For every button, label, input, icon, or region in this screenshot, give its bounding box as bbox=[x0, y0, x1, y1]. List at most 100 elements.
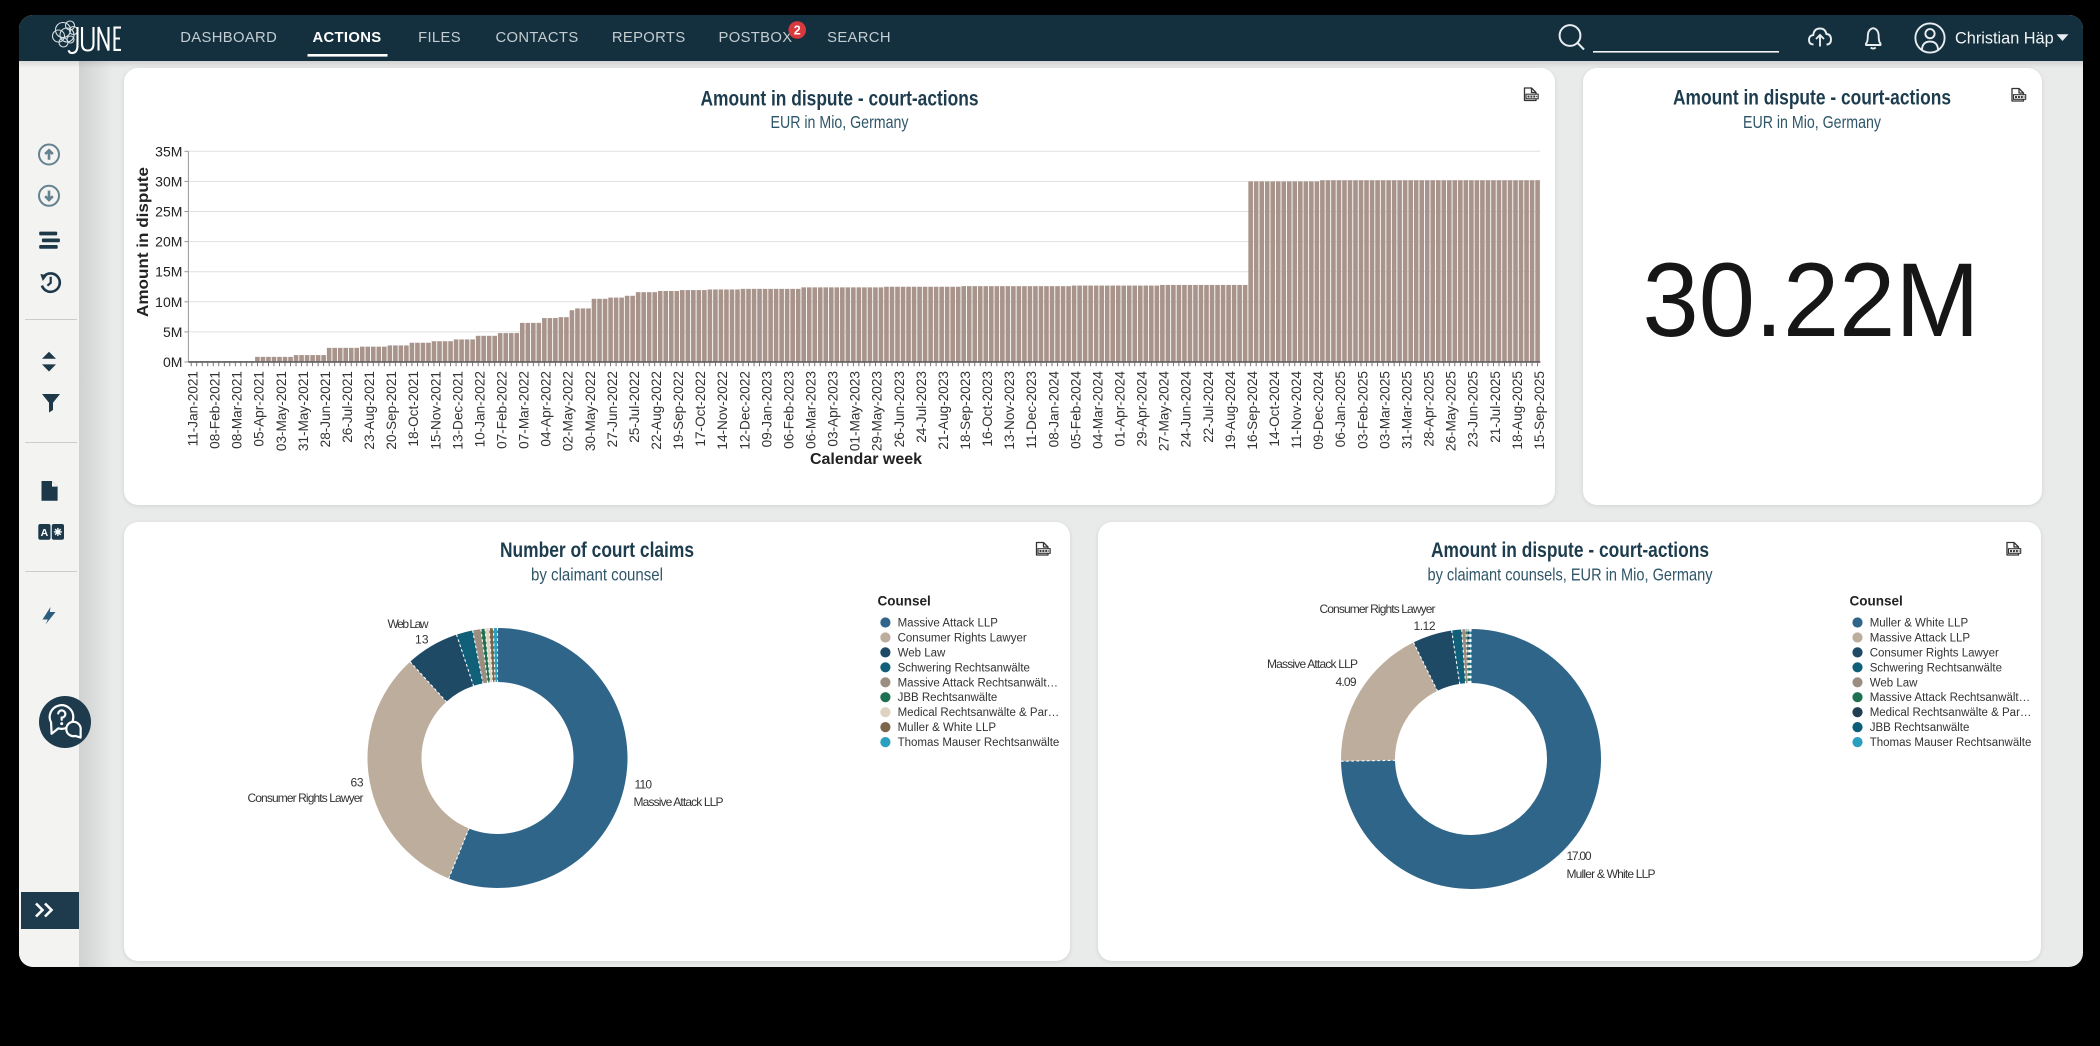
svg-text:15-Sep-2025: 15-Sep-2025 bbox=[1532, 371, 1547, 450]
svg-text:15M: 15M bbox=[155, 264, 182, 280]
svg-text:Web Law: Web Law bbox=[388, 617, 429, 631]
svg-text:SEARCH: SEARCH bbox=[827, 30, 891, 46]
svg-text:35M: 35M bbox=[155, 143, 182, 159]
svg-text:08-Jan-2024: 08-Jan-2024 bbox=[1046, 371, 1061, 448]
svg-text:A: A bbox=[41, 527, 49, 539]
svg-text:07-Feb-2022: 07-Feb-2022 bbox=[495, 371, 510, 449]
svg-text:11-Dec-2023: 11-Dec-2023 bbox=[1024, 371, 1039, 449]
svg-text:03-Mar-2025: 03-Mar-2025 bbox=[1377, 371, 1392, 449]
svg-text:06-Jan-2025: 06-Jan-2025 bbox=[1333, 371, 1348, 447]
svg-text:Web Law: Web Law bbox=[898, 647, 946, 659]
svg-text:19-Sep-2022: 19-Sep-2022 bbox=[671, 371, 686, 450]
svg-text:19-Aug-2024: 19-Aug-2024 bbox=[1223, 371, 1238, 450]
svg-text:Consumer Rights Lawyer: Consumer Rights Lawyer bbox=[1320, 602, 1436, 616]
svg-text:Massive Attack Rechtsanwält…: Massive Attack Rechtsanwält… bbox=[898, 677, 1058, 689]
svg-text:17-Oct-2022: 17-Oct-2022 bbox=[693, 371, 708, 447]
svg-text:Consumer Rights Lawyer: Consumer Rights Lawyer bbox=[248, 791, 364, 805]
svg-text:by claimant counsel: by claimant counsel bbox=[531, 565, 663, 585]
svg-text:21-Jul-2025: 21-Jul-2025 bbox=[1488, 371, 1503, 443]
svg-text:20M: 20M bbox=[155, 234, 182, 250]
svg-text:4.09: 4.09 bbox=[1336, 675, 1357, 689]
svg-text:31-May-2021: 31-May-2021 bbox=[296, 371, 311, 451]
svg-text:Massive Attack Rechtsanwält…: Massive Attack Rechtsanwält… bbox=[1870, 692, 2030, 704]
svg-text:29-May-2023: 29-May-2023 bbox=[870, 371, 885, 451]
svg-text:26-May-2025: 26-May-2025 bbox=[1444, 371, 1459, 451]
svg-text:28-Apr-2025: 28-Apr-2025 bbox=[1422, 371, 1437, 447]
svg-text:18-Oct-2021: 18-Oct-2021 bbox=[406, 371, 421, 447]
svg-text:Amount in dispute - court-acti: Amount in dispute - court-actions bbox=[1431, 539, 1709, 562]
svg-text:Consumer Rights Lawyer: Consumer Rights Lawyer bbox=[898, 633, 1027, 645]
svg-text:27-Jun-2022: 27-Jun-2022 bbox=[605, 371, 620, 447]
svg-text:REPORTS: REPORTS bbox=[612, 30, 686, 46]
svg-text:Calendar week: Calendar week bbox=[810, 451, 922, 468]
svg-text:16-Oct-2023: 16-Oct-2023 bbox=[980, 371, 995, 447]
svg-text:14-Oct-2024: 14-Oct-2024 bbox=[1267, 371, 1282, 447]
svg-text:30.22M: 30.22M bbox=[1643, 242, 1980, 359]
svg-text:27-May-2024: 27-May-2024 bbox=[1157, 371, 1172, 452]
svg-text:ACTIONS: ACTIONS bbox=[312, 30, 381, 46]
svg-text:05-Feb-2024: 05-Feb-2024 bbox=[1068, 371, 1083, 449]
svg-text:14-Nov-2022: 14-Nov-2022 bbox=[715, 371, 730, 450]
svg-text:09-Dec-2024: 09-Dec-2024 bbox=[1311, 371, 1326, 450]
svg-text:Thomas Mauser Rechtsanwälte: Thomas Mauser Rechtsanwälte bbox=[1870, 737, 2032, 749]
svg-text:Schwering Rechtsanwälte: Schwering Rechtsanwälte bbox=[898, 662, 1030, 674]
svg-text:Schwering Rechtsanwälte: Schwering Rechtsanwälte bbox=[1870, 662, 2002, 674]
svg-text:08-Mar-2021: 08-Mar-2021 bbox=[230, 371, 245, 449]
svg-text:DASHBOARD: DASHBOARD bbox=[180, 30, 277, 46]
svg-text:30-May-2022: 30-May-2022 bbox=[583, 371, 598, 451]
svg-text:15-Nov-2021: 15-Nov-2021 bbox=[428, 371, 443, 450]
svg-text:03-May-2021: 03-May-2021 bbox=[274, 371, 289, 451]
svg-text:EUR in Mio, Germany: EUR in Mio, Germany bbox=[771, 112, 909, 132]
svg-text:110: 110 bbox=[635, 778, 653, 792]
svg-text:04-Apr-2022: 04-Apr-2022 bbox=[539, 371, 554, 447]
svg-text:Thomas Mauser Rechtsanwälte: Thomas Mauser Rechtsanwälte bbox=[898, 737, 1060, 749]
svg-text:22-Aug-2022: 22-Aug-2022 bbox=[649, 371, 664, 450]
svg-text:JBB Rechtsanwälte: JBB Rechtsanwälte bbox=[898, 692, 998, 704]
svg-text:16-Sep-2024: 16-Sep-2024 bbox=[1245, 371, 1260, 450]
svg-text:11-Nov-2024: 11-Nov-2024 bbox=[1289, 371, 1304, 449]
svg-text:23-Jun-2025: 23-Jun-2025 bbox=[1466, 371, 1481, 447]
svg-text:12-Dec-2022: 12-Dec-2022 bbox=[737, 371, 752, 450]
svg-text:13-Nov-2023: 13-Nov-2023 bbox=[1002, 371, 1017, 450]
svg-text:2: 2 bbox=[794, 24, 801, 38]
svg-text:Web Law: Web Law bbox=[1870, 677, 1918, 689]
svg-text:Amount in dispute: Amount in dispute bbox=[135, 167, 152, 317]
svg-text:07-Mar-2022: 07-Mar-2022 bbox=[517, 371, 532, 449]
svg-text:13-Dec-2021: 13-Dec-2021 bbox=[450, 371, 465, 450]
svg-text:Massive Attack LLP: Massive Attack LLP bbox=[1267, 657, 1358, 671]
svg-text:18-Aug-2025: 18-Aug-2025 bbox=[1510, 371, 1525, 450]
svg-text:30M: 30M bbox=[155, 173, 182, 189]
svg-text:Medical Rechtsanwälte & Par…: Medical Rechtsanwälte & Par… bbox=[1870, 707, 2032, 719]
svg-text:06-Mar-2023: 06-Mar-2023 bbox=[804, 371, 819, 449]
svg-text:1.12: 1.12 bbox=[1414, 619, 1436, 633]
svg-text:Muller & White LLP: Muller & White LLP bbox=[898, 722, 997, 734]
svg-text:Consumer Rights Lawyer: Consumer Rights Lawyer bbox=[1870, 647, 1999, 659]
svg-text:0M: 0M bbox=[163, 354, 182, 370]
svg-text:Counsel: Counsel bbox=[878, 594, 931, 609]
svg-text:by claimant counsels, EUR in M: by claimant counsels, EUR in Mio, German… bbox=[1428, 565, 1713, 585]
svg-text:01-Apr-2024: 01-Apr-2024 bbox=[1113, 371, 1128, 447]
svg-text:13: 13 bbox=[415, 633, 429, 647]
svg-text:FILES: FILES bbox=[418, 30, 461, 46]
svg-text:09-Jan-2023: 09-Jan-2023 bbox=[759, 371, 774, 447]
svg-text:24-Jun-2024: 24-Jun-2024 bbox=[1179, 371, 1194, 448]
svg-text:25M: 25M bbox=[155, 204, 182, 220]
svg-text:11-Jan-2021: 11-Jan-2021 bbox=[186, 371, 201, 446]
svg-text:Medical Rechtsanwälte & Par…: Medical Rechtsanwälte & Par… bbox=[898, 707, 1060, 719]
svg-text:20-Sep-2021: 20-Sep-2021 bbox=[384, 371, 399, 450]
svg-text:08-Feb-2021: 08-Feb-2021 bbox=[208, 371, 223, 449]
svg-text:23-Aug-2021: 23-Aug-2021 bbox=[362, 371, 377, 450]
svg-text:Muller & White LLP: Muller & White LLP bbox=[1870, 618, 1969, 630]
svg-text:Number of court claims: Number of court claims bbox=[500, 539, 694, 562]
svg-text:06-Feb-2023: 06-Feb-2023 bbox=[781, 371, 796, 449]
svg-text:22-Jul-2024: 22-Jul-2024 bbox=[1201, 371, 1216, 443]
svg-text:05-Apr-2021: 05-Apr-2021 bbox=[252, 371, 267, 447]
svg-text:5M: 5M bbox=[163, 324, 182, 340]
svg-text:EUR in Mio, Germany: EUR in Mio, Germany bbox=[1743, 112, 1881, 132]
svg-text:Amount in dispute - court-acti: Amount in dispute - court-actions bbox=[1673, 87, 1951, 110]
svg-text:JBB Rechtsanwälte: JBB Rechtsanwälte bbox=[1870, 722, 1970, 734]
svg-text:Amount in dispute - court-acti: Amount in dispute - court-actions bbox=[701, 87, 979, 110]
svg-text:26-Jun-2023: 26-Jun-2023 bbox=[892, 371, 907, 447]
svg-text:03-Apr-2023: 03-Apr-2023 bbox=[826, 371, 841, 447]
svg-text:Christian Häp: Christian Häp bbox=[1955, 30, 2054, 48]
